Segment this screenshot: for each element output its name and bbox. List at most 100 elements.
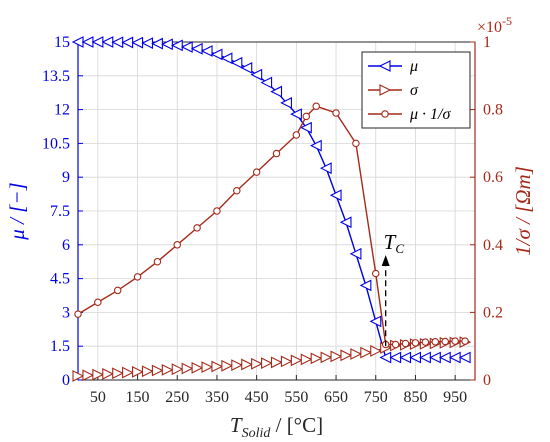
right-tick-label: 0.8 (483, 102, 503, 119)
data-point (153, 257, 162, 266)
data-point (349, 247, 362, 260)
data-point (391, 340, 400, 349)
right-tick-label: 1 (483, 34, 491, 51)
data-point (290, 354, 303, 367)
data-point (252, 168, 261, 176)
tc-label-symbol: T (384, 230, 397, 254)
left-tick-label: 3 (62, 304, 70, 321)
data-point (280, 355, 293, 368)
data-point (310, 352, 323, 365)
data-point (230, 56, 243, 69)
legend-label: σ (410, 82, 419, 99)
data-point (92, 368, 105, 381)
data-point (270, 85, 283, 98)
data-point (300, 121, 312, 134)
data-point (191, 361, 204, 374)
data-point (332, 109, 340, 117)
data-point (309, 139, 322, 152)
right-tick-label: 0.2 (483, 304, 503, 321)
left-tick-label: 1.5 (50, 338, 70, 355)
x-axis-title-symbol: T (230, 413, 243, 437)
data-point (213, 207, 221, 215)
data-point (113, 286, 122, 295)
data-point (330, 350, 343, 363)
left-axis-title: μ / [−] (5, 182, 29, 240)
left-tick-label: 4.5 (50, 271, 70, 288)
data-point (320, 351, 333, 364)
data-point (161, 363, 174, 376)
right-axis-multiplier-exponent: -5 (502, 14, 512, 28)
data-point (359, 279, 372, 292)
x-tick-label: 350 (205, 389, 229, 406)
left-tick-label: 9 (62, 169, 70, 186)
data-point (300, 353, 313, 366)
data-point (302, 112, 311, 121)
data-point (339, 216, 352, 229)
data-point (441, 337, 449, 346)
x-axis-title-subscript: Solid (242, 426, 272, 441)
data-point (72, 370, 85, 382)
data-point (193, 224, 201, 232)
legend-swatch-marker (381, 110, 389, 118)
data-point (312, 102, 320, 110)
legend-swatch-marker (378, 60, 391, 72)
data-point (292, 131, 301, 139)
data-point (74, 310, 82, 318)
data-point (210, 48, 223, 61)
left-tick-label: 13.5 (42, 68, 70, 85)
right-tick-label: 0.6 (483, 169, 503, 186)
data-point (421, 338, 430, 346)
data-point (340, 349, 353, 362)
data-point (431, 338, 440, 346)
data-point (181, 362, 194, 375)
data-point (133, 273, 142, 281)
left-tick-label: 10.5 (42, 135, 70, 152)
tc-label: TC (384, 230, 405, 256)
data-point (458, 351, 471, 364)
data-point (102, 368, 115, 380)
data-point (261, 357, 273, 369)
data-point (161, 38, 173, 51)
data-point (231, 359, 244, 372)
x-tick-label: 650 (324, 389, 348, 406)
data-point (270, 356, 283, 369)
left-tick-label: 15 (54, 34, 70, 51)
data-point (360, 346, 373, 359)
data-point (151, 364, 164, 377)
data-point (371, 269, 380, 278)
data-point (451, 337, 459, 345)
right-axis-multiplier: ×10-5 (477, 14, 512, 36)
left-tick-label: 6 (62, 237, 70, 254)
x-axis-title-unit: / [°C] (270, 413, 323, 437)
data-point (141, 365, 154, 378)
data-point (190, 42, 203, 55)
legend-label: μ (409, 58, 418, 75)
right-tick-label: 0 (483, 372, 491, 389)
data-point (82, 369, 95, 382)
data-point (241, 358, 253, 371)
series-2 (72, 336, 472, 382)
tc-label-subscript: C (395, 241, 404, 256)
data-point (233, 186, 241, 195)
x-tick-label: 250 (165, 389, 189, 406)
x-tick-label: 150 (126, 389, 150, 406)
data-point (221, 359, 234, 372)
data-point (200, 45, 213, 57)
data-point (122, 366, 134, 379)
x-tick-label: 550 (284, 389, 308, 406)
left-tick-label: 12 (54, 102, 70, 119)
data-point (370, 345, 382, 357)
data-point (220, 52, 233, 65)
data-point (251, 357, 263, 370)
data-point (132, 365, 144, 378)
data-point (173, 241, 182, 249)
series-1 (71, 36, 471, 364)
tc-arrow-head (381, 254, 390, 266)
data-point (280, 96, 292, 109)
series-3 (74, 102, 469, 349)
data-point (329, 189, 342, 202)
data-point (461, 337, 469, 345)
data-point (272, 149, 281, 158)
left-tick-label: 0 (62, 372, 70, 389)
